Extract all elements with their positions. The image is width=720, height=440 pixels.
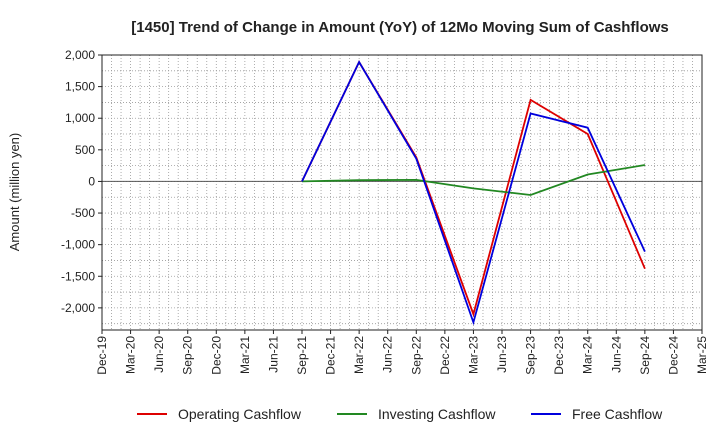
series-lines [301,60,646,326]
operating-cashflow-legend-label: Operating Cashflow [178,406,302,422]
x-tick-label: Dec-23 [552,336,566,375]
y-axis-ticks: 2,000 1,500 1,000 500 0 -500 -1,000 -1,500 -2,00… [61,48,102,315]
x-tick-label: Mar-24 [581,336,595,374]
y-tick-label: -500 [71,206,95,220]
free-cashflow-line [301,60,646,326]
x-tick-label: Mar-23 [466,336,480,374]
x-tick-label: Sep-22 [409,336,423,375]
y-tick-label: -1,000 [61,238,95,252]
x-tick-label: Mar-21 [238,336,252,374]
y-tick-label: -2,000 [61,301,95,315]
x-tick-label: Jun-21 [266,336,280,373]
x-tick-label: Mar-20 [124,336,138,374]
investing-cashflow-legend-label: Investing Cashflow [378,406,496,422]
x-axis-ticks: Dec-19 Mar-20 Jun-20 Sep-20 Dec-20 Mar-21 Jun-… [95,330,709,375]
y-tick-label: 2,000 [65,48,95,62]
x-tick-label: Dec-24 [666,336,680,375]
x-tick-label: Jun-20 [152,336,166,373]
x-tick-label: Sep-21 [295,336,309,375]
x-tick-label: Mar-22 [352,336,366,374]
x-tick-label: Sep-24 [638,336,652,375]
x-tick-label: Jun-24 [609,336,623,373]
plot-area [101,54,703,331]
y-tick-label: -1,500 [61,269,95,283]
x-tick-label: Sep-23 [524,336,538,375]
y-tick-label: 1,000 [65,111,95,125]
x-tick-label: Jun-23 [495,336,509,373]
x-tick-label: Dec-20 [209,336,223,375]
x-tick-label: Jun-22 [381,336,395,373]
grid [101,54,702,330]
x-tick-label: Dec-19 [95,336,109,375]
x-tick-label: Sep-20 [181,336,195,375]
y-tick-label: 500 [75,143,95,157]
y-axis-label: Amount (million yen) [7,133,22,252]
chart-title: [1450] Trend of Change in Amount (YoY) o… [131,19,669,36]
x-tick-label: Mar-25 [695,336,709,374]
x-tick-label: Dec-22 [438,336,452,375]
y-tick-label: 1,500 [65,80,95,94]
legend: Operating Cashflow Investing Cashflow Free… [137,406,663,422]
investing-cashflow-line [301,164,646,196]
y-tick-label: 0 [88,174,95,188]
x-tick-label: Dec-21 [324,336,338,375]
free-cashflow-legend-label: Free Cashflow [572,406,663,422]
